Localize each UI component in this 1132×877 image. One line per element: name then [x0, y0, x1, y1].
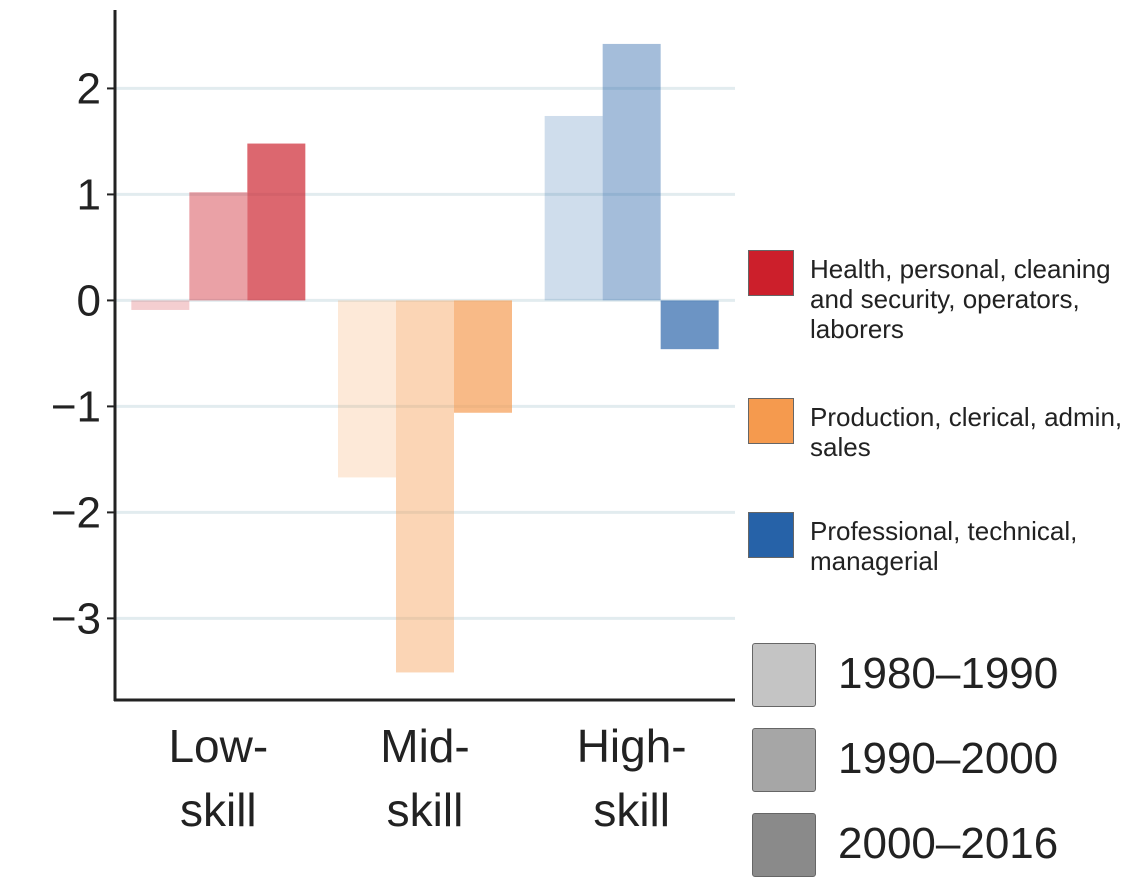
legend-label: 2000–2016: [838, 819, 1059, 868]
legend-swatch: [748, 398, 794, 444]
bar: [602, 43, 661, 301]
y-tick-label: 0: [77, 276, 101, 325]
y-tick-label: 2: [77, 64, 101, 113]
bar: [338, 300, 396, 478]
x-tick-label: Mid-: [380, 720, 469, 772]
bar: [131, 300, 190, 310]
legend-swatch: [748, 512, 794, 558]
legend-swatch: [752, 643, 816, 707]
bar: [247, 143, 306, 301]
legend-label: Professional, technical, managerial: [810, 516, 1078, 576]
legend-swatch: [752, 728, 816, 792]
legend-label: 1990–2000: [838, 734, 1059, 783]
legend-label: Production, clerical, admin, sales: [810, 402, 1123, 462]
y-tick-label: −3: [51, 594, 101, 643]
bar: [544, 115, 603, 301]
bar: [660, 300, 719, 350]
legend-swatch: [748, 250, 794, 296]
bar: [454, 300, 512, 413]
y-tick-label: 1: [77, 170, 101, 219]
bar: [396, 300, 454, 673]
legend-swatch: [752, 813, 816, 877]
x-tick-label: skill: [180, 784, 257, 836]
bar: [189, 192, 248, 301]
x-tick-label: High-: [577, 720, 687, 772]
legend-label: Health, personal, cleaning and security,…: [810, 254, 1111, 344]
x-tick-label: skill: [387, 784, 464, 836]
x-tick-label: Low-: [168, 720, 268, 772]
y-tick-label: −1: [51, 382, 101, 431]
y-tick-label: −2: [51, 488, 101, 537]
x-tick-label: skill: [593, 784, 670, 836]
legend-label: 1980–1990: [838, 649, 1059, 698]
